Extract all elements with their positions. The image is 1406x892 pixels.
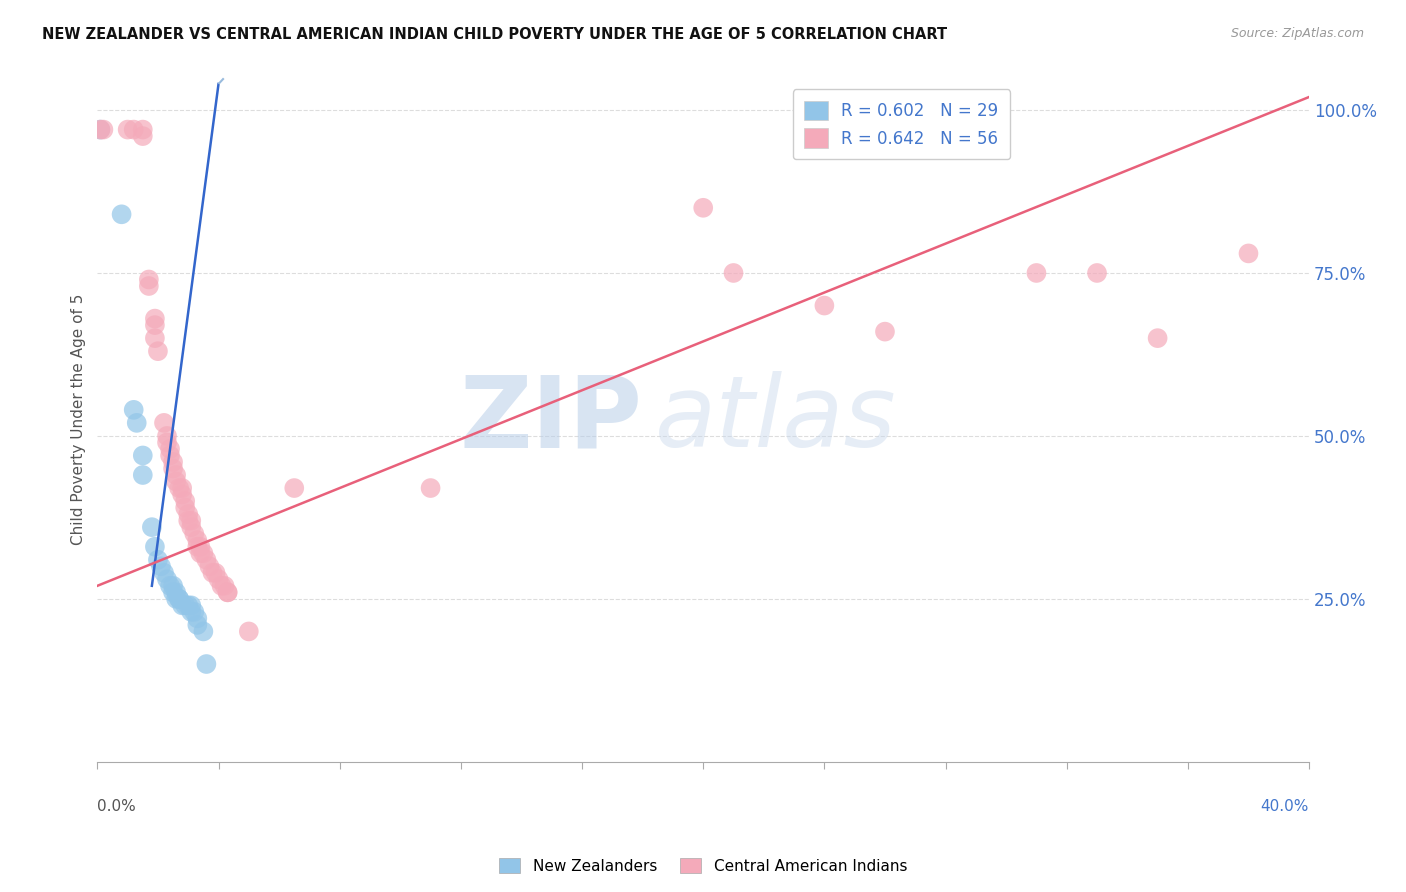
- Point: [89, 122, 111, 136]
- Point: [177, 514, 200, 528]
- Point: [1146, 331, 1168, 345]
- Point: [177, 599, 200, 613]
- Point: [143, 331, 166, 345]
- Point: [141, 520, 163, 534]
- Point: [138, 272, 160, 286]
- Point: [183, 526, 205, 541]
- Point: [159, 449, 181, 463]
- Point: [153, 416, 176, 430]
- Point: [207, 572, 229, 586]
- Point: [146, 553, 169, 567]
- Point: [162, 579, 184, 593]
- Point: [167, 591, 190, 606]
- Point: [162, 585, 184, 599]
- Point: [214, 579, 236, 593]
- Point: [165, 591, 187, 606]
- Text: 0.0%: 0.0%: [97, 799, 136, 814]
- Point: [159, 579, 181, 593]
- Point: [186, 611, 208, 625]
- Point: [193, 624, 215, 639]
- Point: [132, 468, 155, 483]
- Point: [132, 129, 155, 144]
- Point: [156, 429, 179, 443]
- Point: [188, 540, 211, 554]
- Point: [117, 122, 139, 136]
- Text: ZIP: ZIP: [460, 371, 643, 468]
- Point: [143, 311, 166, 326]
- Point: [89, 122, 111, 136]
- Point: [180, 514, 202, 528]
- Point: [156, 572, 179, 586]
- Point: [172, 481, 194, 495]
- Point: [813, 299, 835, 313]
- Point: [204, 566, 226, 580]
- Point: [180, 599, 202, 613]
- Point: [195, 553, 218, 567]
- Text: Source: ZipAtlas.com: Source: ZipAtlas.com: [1230, 27, 1364, 40]
- Point: [165, 475, 187, 489]
- Point: [195, 657, 218, 671]
- Text: NEW ZEALANDER VS CENTRAL AMERICAN INDIAN CHILD POVERTY UNDER THE AGE OF 5 CORREL: NEW ZEALANDER VS CENTRAL AMERICAN INDIAN…: [42, 27, 948, 42]
- Legend: R = 0.602   N = 29, R = 0.642   N = 56: R = 0.602 N = 29, R = 0.642 N = 56: [793, 89, 1010, 160]
- Point: [143, 540, 166, 554]
- Point: [1237, 246, 1260, 260]
- Point: [1025, 266, 1047, 280]
- Point: [211, 579, 233, 593]
- Point: [162, 455, 184, 469]
- Point: [162, 461, 184, 475]
- Point: [188, 546, 211, 560]
- Text: 40.0%: 40.0%: [1261, 799, 1309, 814]
- Point: [283, 481, 305, 495]
- Point: [132, 122, 155, 136]
- Point: [217, 585, 239, 599]
- Point: [1085, 266, 1108, 280]
- Point: [692, 201, 714, 215]
- Point: [138, 279, 160, 293]
- Y-axis label: Child Poverty Under the Age of 5: Child Poverty Under the Age of 5: [72, 294, 86, 545]
- Point: [156, 435, 179, 450]
- Point: [149, 559, 172, 574]
- Point: [167, 591, 190, 606]
- Point: [93, 122, 115, 136]
- Point: [122, 122, 145, 136]
- Point: [198, 559, 221, 574]
- Point: [122, 402, 145, 417]
- Point: [193, 546, 215, 560]
- Point: [180, 520, 202, 534]
- Point: [172, 599, 194, 613]
- Point: [186, 533, 208, 548]
- Point: [180, 605, 202, 619]
- Point: [186, 618, 208, 632]
- Point: [165, 585, 187, 599]
- Point: [110, 207, 132, 221]
- Legend: New Zealanders, Central American Indians: New Zealanders, Central American Indians: [494, 852, 912, 880]
- Point: [873, 325, 896, 339]
- Point: [177, 507, 200, 521]
- Point: [167, 481, 190, 495]
- Point: [125, 416, 148, 430]
- Point: [723, 266, 745, 280]
- Point: [153, 566, 176, 580]
- Point: [201, 566, 224, 580]
- Point: [143, 318, 166, 332]
- Point: [419, 481, 441, 495]
- Point: [165, 468, 187, 483]
- Point: [238, 624, 260, 639]
- Point: [174, 494, 197, 508]
- Text: atlas: atlas: [655, 371, 897, 468]
- Point: [183, 605, 205, 619]
- Point: [146, 344, 169, 359]
- Point: [132, 449, 155, 463]
- Point: [186, 540, 208, 554]
- Point: [172, 487, 194, 501]
- Point: [174, 500, 197, 515]
- Point: [159, 442, 181, 456]
- Point: [174, 599, 197, 613]
- Point: [217, 585, 239, 599]
